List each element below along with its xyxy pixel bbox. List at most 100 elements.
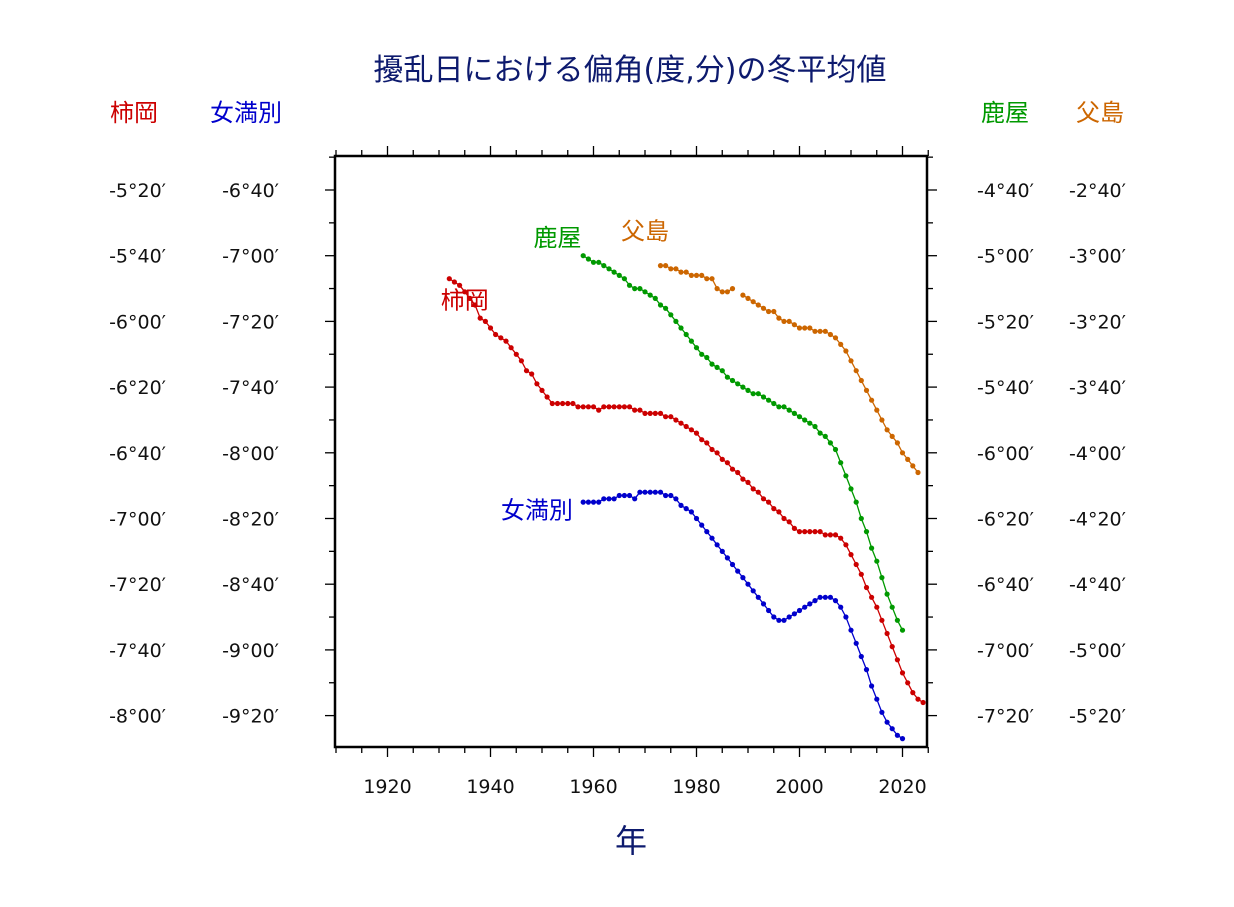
right-outer-tick-label: -3°40′ bbox=[1069, 377, 1126, 399]
data-point bbox=[807, 529, 813, 535]
data-point bbox=[874, 604, 880, 610]
data-point bbox=[549, 400, 555, 407]
data-point bbox=[791, 611, 798, 617]
data-point bbox=[884, 719, 890, 725]
data-point bbox=[503, 338, 509, 344]
left-inner-tick-label: -7°20′ bbox=[222, 311, 279, 333]
data-point bbox=[755, 489, 761, 495]
data-point bbox=[688, 338, 695, 344]
data-point bbox=[585, 499, 592, 505]
data-point bbox=[652, 489, 658, 495]
data-point bbox=[894, 657, 901, 663]
data-point bbox=[735, 381, 741, 387]
data-point bbox=[693, 515, 700, 522]
left-inner-tick-label: -8°40′ bbox=[222, 574, 279, 596]
data-point bbox=[729, 286, 736, 292]
data-point bbox=[796, 325, 803, 331]
data-point bbox=[735, 568, 741, 574]
data-point bbox=[673, 318, 679, 324]
data-point bbox=[884, 591, 890, 597]
data-point bbox=[699, 437, 705, 443]
data-point bbox=[879, 417, 885, 423]
data-point bbox=[678, 325, 684, 331]
data-point bbox=[601, 496, 607, 502]
data-point bbox=[766, 607, 772, 614]
data-point bbox=[848, 552, 854, 558]
right-inner-tick-label: -5°00′ bbox=[977, 246, 1034, 268]
data-point bbox=[714, 364, 720, 370]
data-point bbox=[822, 433, 828, 439]
data-point bbox=[848, 358, 854, 364]
data-point bbox=[668, 414, 674, 420]
data-point bbox=[642, 289, 648, 295]
data-point bbox=[539, 387, 545, 393]
data-point bbox=[812, 598, 818, 604]
data-point bbox=[874, 407, 880, 413]
left-outer-tick-label: -7°40′ bbox=[109, 640, 166, 662]
right-inner-tick-label: -4°40′ bbox=[977, 180, 1034, 202]
data-point bbox=[590, 404, 597, 410]
data-point bbox=[683, 506, 689, 512]
data-point bbox=[884, 427, 890, 433]
data-point bbox=[596, 499, 602, 505]
data-point bbox=[899, 450, 906, 456]
data-point bbox=[812, 328, 818, 334]
data-point bbox=[704, 440, 710, 446]
data-point bbox=[621, 404, 628, 410]
series-label: 父島 bbox=[621, 217, 669, 245]
data-point bbox=[663, 263, 669, 269]
right-inner-tick-label: -7°00′ bbox=[977, 640, 1034, 662]
data-point bbox=[714, 542, 720, 548]
data-point bbox=[899, 670, 906, 676]
left-inner-axis-label: 女満別 bbox=[210, 99, 282, 127]
data-point bbox=[832, 335, 839, 341]
data-point bbox=[508, 345, 514, 351]
data-point bbox=[493, 331, 499, 338]
x-tick-label: 1940 bbox=[466, 776, 514, 798]
data-point bbox=[451, 279, 457, 285]
data-point bbox=[590, 499, 597, 505]
right-inner-tick-label: -6°00′ bbox=[977, 443, 1034, 465]
data-point bbox=[827, 440, 834, 446]
data-point bbox=[652, 295, 658, 301]
data-point bbox=[637, 286, 643, 292]
data-point bbox=[704, 529, 710, 535]
right-outer-tick-label: -3°20′ bbox=[1069, 311, 1126, 333]
x-tick-label: 2020 bbox=[878, 776, 926, 798]
data-point bbox=[869, 397, 875, 403]
data-point bbox=[802, 417, 808, 423]
data-point bbox=[745, 479, 751, 485]
data-point bbox=[869, 545, 875, 551]
right-outer-tick-label: -2°40′ bbox=[1069, 180, 1126, 202]
data-point bbox=[812, 529, 818, 535]
left-outer-tick-label: -8°00′ bbox=[109, 706, 166, 728]
data-point bbox=[858, 653, 864, 660]
data-point bbox=[735, 469, 741, 476]
left-inner-tick-label: -6°40′ bbox=[222, 180, 279, 202]
series-line bbox=[742, 294, 919, 473]
data-point bbox=[796, 414, 803, 420]
data-point bbox=[585, 256, 592, 262]
data-point bbox=[781, 617, 787, 623]
data-point bbox=[889, 644, 895, 650]
left-outer-tick-label: -6°20′ bbox=[109, 377, 166, 399]
data-point bbox=[560, 400, 566, 407]
data-point bbox=[647, 410, 653, 416]
data-point bbox=[796, 607, 803, 614]
data-point bbox=[879, 709, 885, 715]
data-point bbox=[513, 351, 519, 357]
data-point bbox=[750, 486, 756, 492]
data-point bbox=[791, 410, 798, 416]
data-point bbox=[755, 594, 761, 600]
data-point bbox=[745, 387, 751, 393]
data-point bbox=[879, 575, 885, 581]
left-outer-tick-label: -6°00′ bbox=[109, 311, 166, 333]
data-point bbox=[626, 282, 633, 288]
data-point bbox=[657, 489, 664, 495]
data-point bbox=[719, 368, 725, 374]
data-point bbox=[699, 272, 705, 278]
data-point bbox=[580, 253, 586, 259]
data-point bbox=[740, 384, 746, 390]
data-point bbox=[714, 450, 720, 456]
data-point bbox=[487, 325, 494, 331]
